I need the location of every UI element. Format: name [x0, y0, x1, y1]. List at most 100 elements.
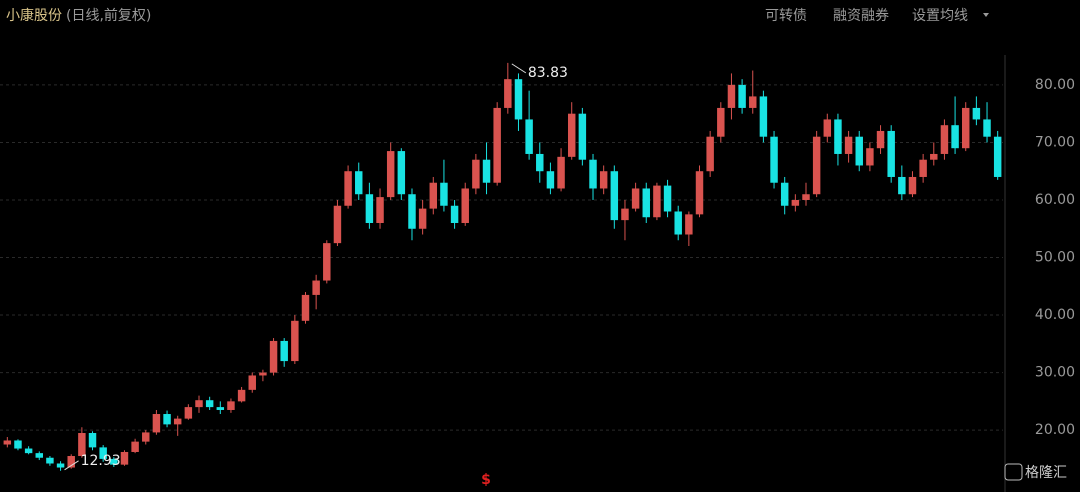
- y-tick-label: 30.00: [1035, 365, 1075, 381]
- candle-body: [514, 79, 523, 120]
- candle-body: [951, 125, 959, 149]
- candle-body: [717, 107, 725, 137]
- watermark-logo: [1004, 463, 1023, 481]
- watermark: 格隆汇: [1025, 465, 1067, 481]
- candle-body: [99, 447, 107, 459]
- y-tick-label: 20.00: [1035, 422, 1075, 438]
- candle-body: [962, 107, 970, 149]
- candle-body: [653, 185, 661, 218]
- candle-body: [567, 113, 576, 157]
- candle-body: [780, 182, 789, 206]
- candle-body: [386, 151, 395, 198]
- button[interactable]: 可转债: [765, 8, 807, 24]
- event-marker: $: [481, 472, 491, 488]
- candle-body: [983, 119, 991, 137]
- chart-subtitle: (日线,前复权): [66, 7, 151, 24]
- candle-body: [802, 194, 810, 200]
- candle-body: [67, 456, 75, 468]
- candle-body: [866, 148, 874, 166]
- candle-body: [440, 182, 448, 206]
- candle-body: [493, 107, 501, 183]
- candle-body: [78, 433, 86, 457]
- candle-body: [184, 407, 193, 419]
- annotation: 12.93: [81, 453, 121, 469]
- candle-body: [855, 136, 863, 166]
- candle-body: [269, 340, 278, 373]
- candle-body: [365, 194, 374, 223]
- candle-body: [770, 136, 778, 183]
- candle-body: [195, 400, 203, 408]
- candle-body: [621, 208, 629, 221]
- annotation-arrow: [64, 460, 79, 471]
- candle-body: [323, 243, 331, 281]
- button[interactable]: 设置均线: [912, 8, 968, 24]
- chart-title: 小康股份: [6, 7, 62, 24]
- candle-body: [812, 136, 821, 195]
- candle-body: [887, 130, 895, 177]
- candle-body: [450, 205, 459, 223]
- candle-body: [919, 159, 927, 177]
- candle-body: [163, 414, 171, 425]
- candle-body: [344, 171, 352, 206]
- button[interactable]: 融资融券: [833, 8, 889, 24]
- candle-body: [56, 463, 65, 468]
- candle-body: [46, 457, 54, 464]
- candle-body: [418, 208, 427, 229]
- candle-body: [205, 400, 214, 408]
- candle-body: [333, 205, 342, 244]
- candle-body: [685, 214, 693, 235]
- candle-body: [216, 407, 225, 410]
- candle-body: [610, 171, 619, 221]
- candle-body: [24, 448, 33, 454]
- annotation-arrow: [511, 63, 527, 74]
- candle-body: [834, 119, 842, 154]
- candle-body: [823, 119, 832, 137]
- candle-body: [525, 119, 533, 154]
- candle-body: [88, 433, 97, 448]
- candle-body: [759, 96, 768, 137]
- candle-body: [472, 159, 480, 189]
- candle-body: [110, 458, 118, 465]
- candle-body: [940, 125, 949, 154]
- candle-body: [142, 432, 150, 442]
- candle-body: [993, 136, 1002, 177]
- y-tick-label: 60.00: [1035, 192, 1075, 208]
- candle-body: [355, 171, 363, 195]
- candle-body: [546, 171, 555, 189]
- candle-body: [695, 171, 704, 215]
- candle-body: [14, 440, 22, 449]
- candle-body: [35, 453, 43, 458]
- candle-body: [429, 182, 438, 209]
- candle-body: [301, 294, 310, 321]
- candle-body: [844, 136, 853, 154]
- candle-body: [749, 96, 757, 108]
- candle-body: [727, 84, 736, 108]
- y-tick-label: 50.00: [1035, 250, 1075, 266]
- candle-body: [930, 153, 938, 160]
- candle-body: [876, 130, 885, 149]
- candle-body: [408, 194, 416, 229]
- candle-body: [972, 107, 981, 120]
- candle-body: [578, 113, 587, 160]
- candle-body: [908, 176, 917, 195]
- candle-body: [280, 340, 288, 362]
- candle-body: [461, 188, 469, 223]
- candle-body: [173, 418, 182, 425]
- candle-body: [248, 375, 256, 390]
- candle-body: [674, 211, 682, 235]
- y-tick-label: 40.00: [1035, 307, 1075, 323]
- candle-body: [376, 197, 384, 223]
- candle-body: [291, 320, 299, 362]
- candle-body: [504, 79, 512, 108]
- candle-body: [706, 136, 714, 172]
- candle-body: [642, 188, 650, 218]
- candle-body: [589, 159, 597, 189]
- dropdown-icon: [983, 13, 989, 17]
- candle-body: [120, 451, 129, 465]
- candle-body: [227, 401, 235, 410]
- candle-body: [898, 176, 906, 195]
- candle-body: [312, 280, 320, 295]
- candle-body: [536, 153, 544, 172]
